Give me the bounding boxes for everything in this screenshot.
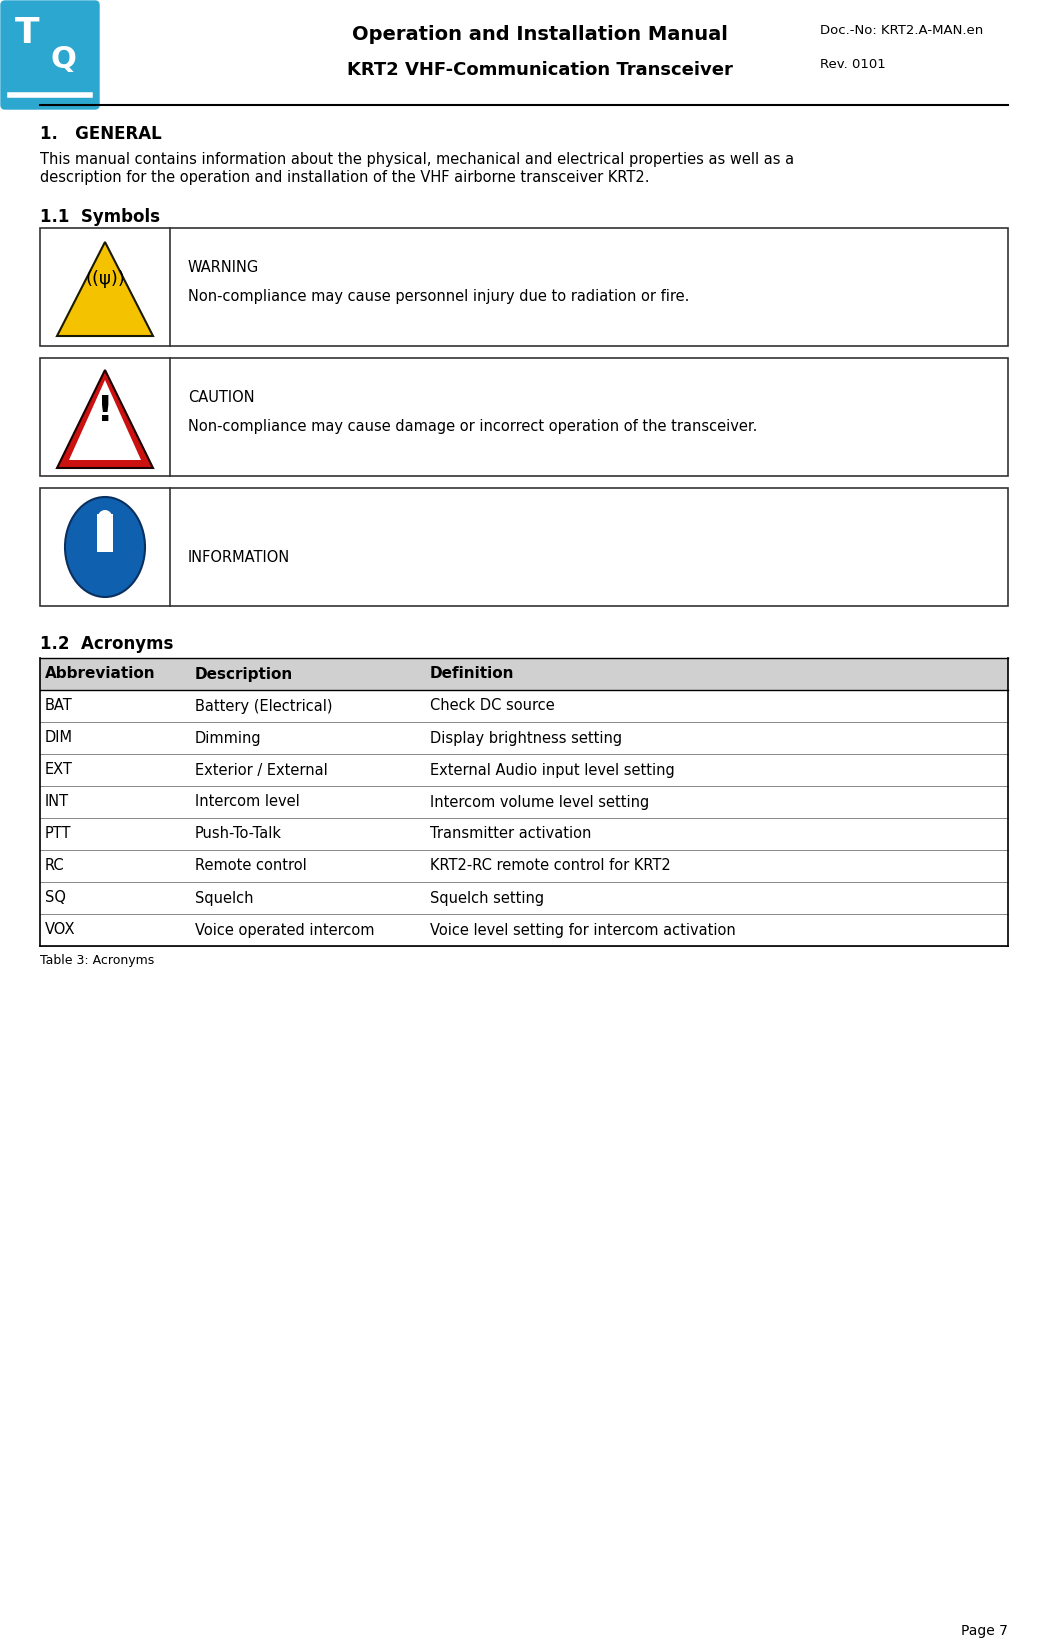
Bar (40, 357, 1008, 476)
Bar (97, 514, 113, 552)
Text: Display brightness setting: Display brightness setting (430, 731, 623, 746)
Text: Definition: Definition (430, 667, 515, 682)
Text: !: ! (96, 394, 113, 428)
Text: WARNING: WARNING (188, 260, 259, 275)
Text: EXT: EXT (45, 763, 73, 777)
Text: Doc.-No: KRT2.A-MAN.en: Doc.-No: KRT2.A-MAN.en (820, 23, 983, 36)
Text: 1.2  Acronyms: 1.2 Acronyms (40, 636, 173, 652)
Text: 1.1  Symbols: 1.1 Symbols (40, 208, 160, 226)
Text: Non-compliance may cause personnel injury due to radiation or fire.: Non-compliance may cause personnel injur… (188, 288, 690, 305)
Text: Dimming: Dimming (195, 731, 262, 746)
Text: KRT2 VHF-Communication Transceiver: KRT2 VHF-Communication Transceiver (347, 61, 733, 79)
Text: This manual contains information about the physical, mechanical and electrical p: This manual contains information about t… (40, 152, 794, 166)
Polygon shape (57, 242, 153, 336)
Text: External Audio input level setting: External Audio input level setting (430, 763, 675, 777)
Bar (40, 227, 1008, 346)
Text: CAUTION: CAUTION (188, 390, 255, 405)
Text: Table 3: Acronyms: Table 3: Acronyms (40, 954, 154, 967)
Bar (40, 488, 1008, 606)
Text: SQ: SQ (45, 891, 66, 906)
Text: Page 7: Page 7 (961, 1624, 1008, 1639)
Text: Abbreviation: Abbreviation (45, 667, 155, 682)
Text: Check DC source: Check DC source (430, 698, 554, 713)
Ellipse shape (65, 497, 145, 596)
Text: T: T (15, 16, 40, 49)
FancyBboxPatch shape (1, 2, 99, 109)
Text: DIM: DIM (45, 731, 73, 746)
Text: PTT: PTT (45, 827, 71, 842)
Text: Voice level setting for intercom activation: Voice level setting for intercom activat… (430, 922, 736, 937)
Text: Intercom level: Intercom level (195, 794, 300, 809)
Text: Transmitter activation: Transmitter activation (430, 827, 591, 842)
Text: Push-To-Talk: Push-To-Talk (195, 827, 282, 842)
Text: Squelch setting: Squelch setting (430, 891, 544, 906)
Text: Description: Description (195, 667, 293, 682)
Text: Rev. 0101: Rev. 0101 (820, 59, 886, 71)
Text: BAT: BAT (45, 698, 72, 713)
Text: KRT2-RC remote control for KRT2: KRT2-RC remote control for KRT2 (430, 858, 671, 873)
Text: ((ψ)): ((ψ)) (85, 270, 125, 288)
Text: description for the operation and installation of the VHF airborne transceiver K: description for the operation and instal… (40, 170, 650, 184)
Text: Exterior / External: Exterior / External (195, 763, 328, 777)
Polygon shape (69, 380, 141, 460)
Polygon shape (57, 371, 153, 468)
Circle shape (99, 511, 112, 524)
Text: Remote control: Remote control (195, 858, 307, 873)
Text: RC: RC (45, 858, 65, 873)
Text: Intercom volume level setting: Intercom volume level setting (430, 794, 650, 809)
Text: Battery (Electrical): Battery (Electrical) (195, 698, 332, 713)
Text: Squelch: Squelch (195, 891, 254, 906)
Text: Operation and Installation Manual: Operation and Installation Manual (352, 25, 728, 44)
Text: INFORMATION: INFORMATION (188, 550, 290, 565)
Text: 1.   GENERAL: 1. GENERAL (40, 125, 161, 143)
Text: Voice operated intercom: Voice operated intercom (195, 922, 374, 937)
Bar (40, 659, 1008, 690)
Text: VOX: VOX (45, 922, 75, 937)
Text: Q: Q (50, 46, 75, 74)
Text: INT: INT (45, 794, 69, 809)
Text: Non-compliance may cause damage or incorrect operation of the transceiver.: Non-compliance may cause damage or incor… (188, 418, 758, 435)
